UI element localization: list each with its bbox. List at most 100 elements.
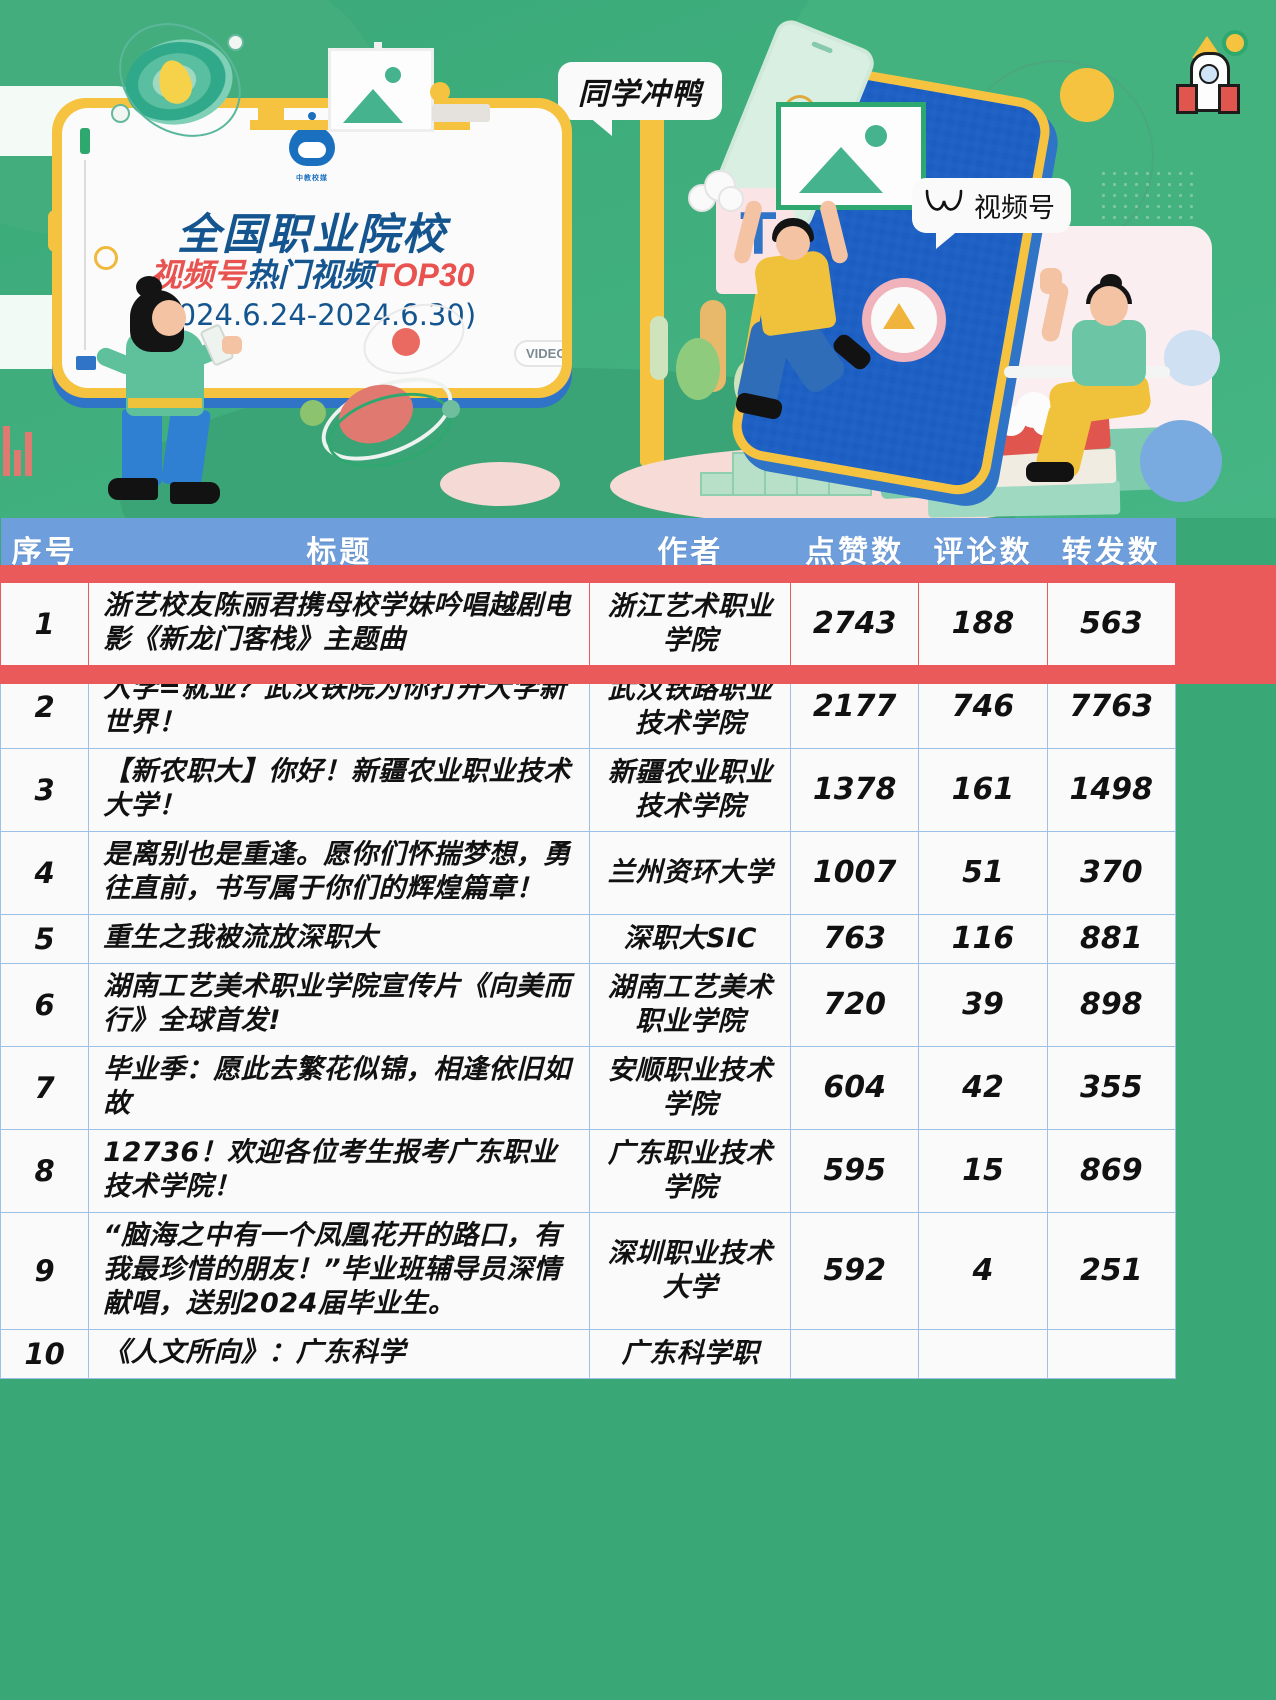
tablet-camera-dot	[1222, 30, 1248, 56]
sitting-person-ball	[1140, 420, 1222, 502]
row-index: 1	[0, 581, 90, 667]
brand-logo: 中教校媒	[62, 112, 562, 183]
row-title: 【新农职大】你好！新疆农业职业技术大学！	[88, 748, 591, 833]
shelf-book-decor	[432, 104, 490, 122]
row-comments: 188	[918, 581, 1048, 667]
table-row[interactable]: 5 重生之我被流放深职大 深职大SIC 763 116 881	[0, 914, 1177, 965]
row-title: 是离别也是重逢。愿你们怀揣梦想，勇往直前，书写属于你们的辉煌篇章！	[88, 831, 591, 916]
tiny-square-decor	[374, 42, 382, 50]
row-likes: 604	[789, 1046, 920, 1131]
row-author: 广东职业技术学院	[589, 1129, 791, 1214]
row-index: 9	[0, 1212, 90, 1331]
row-author: 深圳职业技术大学	[589, 1212, 791, 1331]
row-author: 湖南工艺美术职业学院	[589, 963, 791, 1048]
row-index: 4	[0, 831, 90, 916]
banner-title-line2: 视频号热门视频TOP30	[62, 250, 562, 296]
walking-person-belt	[128, 398, 202, 408]
row-shares: 1498	[1046, 748, 1177, 833]
row-author: 深职大SIC	[589, 914, 791, 965]
jumping-person-head	[776, 226, 810, 260]
table-row[interactable]: 1 浙艺校友陈丽君携母校学妹吟唱越剧电影《新龙门客栈》主题曲 浙江艺术职业学院 274…	[0, 581, 1177, 667]
row-index: 3	[0, 748, 90, 833]
table-row[interactable]: 6 湖南工艺美术职业学院宣传片《向美而行》全球首发! 湖南工艺美术职业学院 720 39…	[0, 963, 1177, 1048]
row-author: 广东科学职	[589, 1329, 791, 1380]
sitting-person-shoe	[1026, 462, 1074, 482]
table-row[interactable]: 10 《人文所向》：广东科学 广东科学职	[0, 1329, 1177, 1380]
row-likes: 2743	[789, 581, 920, 667]
table-row[interactable]: 3 【新农职大】你好！新疆农业职业技术大学！ 新疆农业职业技术学院 1378 161 14…	[0, 748, 1177, 833]
row-shares: 370	[1046, 831, 1177, 916]
large-dot-decor	[442, 400, 460, 418]
row-comments	[918, 1329, 1048, 1380]
row-likes: 1378	[789, 748, 920, 833]
banner-title-top30: TOP30	[373, 257, 475, 293]
row-shares	[1046, 1329, 1177, 1380]
shelf-box-decor	[258, 106, 284, 122]
row-shares: 251	[1046, 1212, 1177, 1331]
walking-person-leg-back	[122, 408, 162, 486]
table-row[interactable]: 7 毕业季：愿此去繁花似锦，相逢依旧如故 安顺职业技术学院 604 42 355	[0, 1046, 1177, 1131]
row-comments: 116	[918, 914, 1048, 965]
picture-frame-icon	[328, 48, 434, 132]
atom-icon	[96, 0, 264, 161]
table-row[interactable]: 9 “脑海之中有一个凤凰花开的路口，有我最珍惜的朋友！”毕业班辅导员深情献唱，送别…	[0, 1212, 1177, 1331]
row-index: 6	[0, 963, 90, 1048]
walking-person-head	[152, 300, 186, 336]
row-comments: 161	[918, 748, 1048, 833]
row-likes: 1007	[789, 831, 920, 916]
pale-oval-decor	[440, 462, 560, 506]
table-row[interactable]: 8 12736！欢迎各位考生报考广东职业技术学院！ 广东职业技术学院 595 15 869	[0, 1129, 1177, 1214]
banner-title-line1: 全国职业院校	[177, 210, 447, 260]
row-title: 毕业季：愿此去繁花似锦，相逢依旧如故	[88, 1046, 591, 1131]
row-likes: 720	[789, 963, 920, 1048]
row-shares: 869	[1046, 1129, 1177, 1214]
badge-shipinhao-label: 视频号	[974, 193, 1055, 223]
sitting-person-body	[1072, 320, 1146, 386]
row-author: 新疆农业职业技术学院	[589, 748, 791, 833]
row-likes: 595	[789, 1129, 920, 1214]
image-placeholder-icon	[776, 102, 926, 210]
row-title: 《人文所向》：广东科学	[88, 1329, 591, 1380]
wechat-channels-icon	[924, 188, 964, 223]
row-comments: 42	[918, 1046, 1048, 1131]
small-green-circle-decor	[300, 400, 326, 426]
badge-tongxue-label: 同学冲鸭	[578, 78, 702, 111]
sitting-person-head	[1090, 286, 1128, 326]
tree-icon-a	[650, 316, 668, 380]
ranking-table-container: 序号 标题 作者 点赞数 评论数 转发数 1 浙艺校友陈丽君携母校学妹吟唱越剧电影…	[0, 518, 1276, 1380]
ranking-table: 序号 标题 作者 点赞数 评论数 转发数 1 浙艺校友陈丽君携母校学妹吟唱越剧电影…	[0, 518, 1177, 1380]
row-comments: 15	[918, 1129, 1048, 1214]
table-row[interactable]: 4 是离别也是重逢。愿你们怀揣梦想，勇往直前，书写属于你们的辉煌篇章！ 兰州资环大学…	[0, 831, 1177, 916]
row-title: 浙艺校友陈丽君携母校学妹吟唱越剧电影《新龙门客栈》主题曲	[88, 581, 591, 667]
row-comments: 51	[918, 831, 1048, 916]
sun-icon	[1060, 68, 1114, 122]
row-title: 12736！欢迎各位考生报考广东职业技术学院！	[88, 1129, 591, 1214]
row-author: 兰州资环大学	[589, 831, 791, 916]
promo-banner: T 同学冲鸭 视频号	[0, 0, 1276, 518]
banner-title-shipinhao: 视频号	[149, 257, 246, 293]
tree-icon-c	[676, 338, 720, 400]
walking-person-shoe-back	[108, 478, 158, 500]
row-title: “脑海之中有一个凤凰花开的路口，有我最珍惜的朋友！”毕业班辅导员深情献唱，送别2…	[88, 1212, 591, 1331]
row-author: 安顺职业技术学院	[589, 1046, 791, 1131]
brand-logo-label: 中教校媒	[296, 175, 328, 182]
sitting-person-circle-decor	[1164, 330, 1220, 386]
row-index: 7	[0, 1046, 90, 1131]
row-shares: 881	[1046, 914, 1177, 965]
row-comments: 4	[918, 1212, 1048, 1331]
row-title: 重生之我被流放深职大	[88, 914, 591, 965]
play-triangle-icon	[862, 278, 946, 362]
walking-person-shoe-front	[170, 482, 220, 504]
row-index: 8	[0, 1129, 90, 1214]
rocket-icon	[1176, 36, 1240, 114]
dot-grid-decor	[1098, 168, 1194, 226]
row-likes: 763	[789, 914, 920, 965]
row-likes	[789, 1329, 920, 1380]
jumping-person-body	[752, 249, 838, 337]
row-index: 10	[0, 1329, 90, 1380]
row-title: 湖南工艺美术职业学院宣传片《向美而行》全球首发!	[88, 963, 591, 1048]
row-likes: 592	[789, 1212, 920, 1331]
yellow-bar-decor	[640, 76, 664, 466]
red-dot-decor	[392, 328, 420, 356]
row-shares: 898	[1046, 963, 1177, 1048]
